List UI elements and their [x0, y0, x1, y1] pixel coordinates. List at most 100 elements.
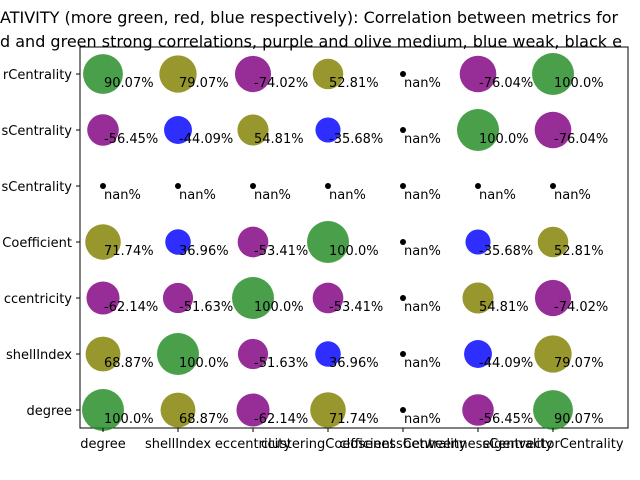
value-label-clusteringCoefficient-eigenvectorCentrality: 52.81%	[329, 76, 379, 91]
value-label-betweennessCentrality-eigenvectorCentrality: -76.04%	[479, 76, 533, 91]
x-tick-label: eigenvectorCentrality	[482, 437, 623, 452]
x-tick-label: betweennessCentrality	[403, 437, 553, 452]
bubble-shellIndex-degree	[160, 392, 196, 428]
value-label-closenessCentrality-betweennessCentrality: nan%	[404, 132, 441, 147]
bubble-closenessCentrality-degree	[400, 407, 406, 413]
value-label-closenessCentrality-closenessCentrality: nan%	[404, 188, 441, 203]
value-label-degree-closenessCentrality: nan%	[104, 188, 141, 203]
bubble-betweennessCentrality-shellIndex	[464, 340, 492, 368]
bubble-eigenvectorCentrality-shellIndex	[534, 335, 572, 373]
y-tick-label: Coefficient	[2, 236, 72, 251]
x-tick-label: closenessCentrality	[339, 437, 466, 452]
bubble-closenessCentrality-closenessCentrality	[400, 183, 406, 189]
bubble-degree-degree	[82, 389, 124, 431]
value-label-eccentricity-betweennessCentrality: 54.81%	[254, 132, 304, 147]
value-label-eigenvectorCentrality-closenessCentrality: nan%	[554, 188, 591, 203]
value-label-eigenvectorCentrality-clusteringCoefficient: 52.81%	[554, 244, 604, 259]
value-label-closenessCentrality-eigenvectorCentrality: nan%	[404, 76, 441, 91]
value-label-shellIndex-eigenvectorCentrality: 79.07%	[179, 76, 229, 91]
bubble-degree-eccentricity	[86, 281, 120, 315]
bubble-betweennessCentrality-closenessCentrality	[475, 183, 481, 189]
x-tick-label: eccentricity	[215, 437, 291, 452]
value-label-eigenvectorCentrality-betweennessCentrality: -76.04%	[554, 132, 608, 147]
y-tick-label: ccentricity	[4, 292, 72, 307]
value-label-eigenvectorCentrality-eccentricity: -74.02%	[554, 300, 608, 315]
y-tick-label: sCentrality	[1, 124, 72, 139]
y-tick-label: sCentrality	[1, 180, 72, 195]
bubble-degree-closenessCentrality	[100, 183, 106, 189]
value-label-eccentricity-eccentricity: 100.0%	[254, 300, 304, 315]
bubble-shellIndex-clusteringCoefficient	[165, 229, 191, 255]
bubble-shellIndex-eccentricity	[162, 282, 194, 314]
value-label-shellIndex-shellIndex: 100.0%	[179, 356, 229, 371]
value-label-betweennessCentrality-closenessCentrality: nan%	[479, 188, 516, 203]
bubble-clusteringCoefficient-betweennessCentrality	[315, 117, 341, 143]
bubble-eigenvectorCentrality-betweennessCentrality	[534, 111, 572, 149]
bubble-betweennessCentrality-degree	[462, 394, 494, 426]
value-label-eigenvectorCentrality-degree: 90.07%	[554, 412, 604, 427]
value-label-eigenvectorCentrality-eigenvectorCentrality: 100.0%	[554, 76, 604, 91]
bubble-shellIndex-eigenvectorCentrality	[159, 55, 197, 93]
value-label-closenessCentrality-eccentricity: nan%	[404, 300, 441, 315]
y-tick-label: shellIndex	[6, 348, 72, 363]
bubble-eccentricity-betweennessCentrality	[237, 114, 269, 146]
value-label-eigenvectorCentrality-shellIndex: 79.07%	[554, 356, 604, 371]
value-label-degree-degree: 100.0%	[104, 412, 154, 427]
bubble-betweennessCentrality-clusteringCoefficient	[465, 229, 491, 255]
bubble-closenessCentrality-betweennessCentrality	[400, 127, 406, 133]
y-tick-label: degree	[26, 404, 72, 419]
value-label-eccentricity-clusteringCoefficient: -53.41%	[254, 244, 308, 259]
value-label-eccentricity-eigenvectorCentrality: -74.02%	[254, 76, 308, 91]
value-label-degree-betweennessCentrality: -56.45%	[104, 132, 158, 147]
value-label-degree-eigenvectorCentrality: 90.07%	[104, 76, 154, 91]
bubble-clusteringCoefficient-clusteringCoefficient	[307, 221, 349, 263]
bubble-shellIndex-closenessCentrality	[175, 183, 181, 189]
bubble-closenessCentrality-clusteringCoefficient	[400, 239, 406, 245]
bubble-clusteringCoefficient-eigenvectorCentrality	[312, 58, 344, 90]
bubble-eccentricity-shellIndex	[237, 338, 269, 370]
value-label-shellIndex-degree: 68.87%	[179, 412, 229, 427]
bubble-degree-betweennessCentrality	[87, 114, 119, 146]
bubble-betweennessCentrality-eccentricity	[462, 282, 494, 314]
value-label-clusteringCoefficient-clusteringCoefficient: 100.0%	[329, 244, 379, 259]
value-label-betweennessCentrality-betweennessCentrality: 100.0%	[479, 132, 529, 147]
value-label-degree-eccentricity: -62.14%	[104, 300, 158, 315]
bubble-eccentricity-eigenvectorCentrality	[234, 55, 272, 93]
value-label-shellIndex-clusteringCoefficient: 36.96%	[179, 244, 229, 259]
value-label-closenessCentrality-degree: nan%	[404, 412, 441, 427]
bubble-degree-clusteringCoefficient	[85, 224, 121, 260]
bubble-betweennessCentrality-betweennessCentrality	[457, 109, 499, 151]
plot-area-frame	[79, 46, 629, 429]
bubble-eigenvectorCentrality-clusteringCoefficient	[537, 226, 569, 258]
value-label-clusteringCoefficient-closenessCentrality: nan%	[329, 188, 366, 203]
bubble-eigenvectorCentrality-degree	[533, 390, 573, 430]
value-label-betweennessCentrality-eccentricity: 54.81%	[479, 300, 529, 315]
bubble-degree-eigenvectorCentrality	[83, 54, 123, 94]
value-label-clusteringCoefficient-betweennessCentrality: -35.68%	[329, 132, 383, 147]
value-label-clusteringCoefficient-degree: 71.74%	[329, 412, 379, 427]
bubble-closenessCentrality-shellIndex	[400, 351, 406, 357]
x-tick-label: clusteringCoefficient	[261, 437, 395, 452]
bubble-closenessCentrality-eccentricity	[400, 295, 406, 301]
value-label-eccentricity-closenessCentrality: nan%	[254, 188, 291, 203]
y-tick-label: rCentrality	[3, 68, 72, 83]
x-tick-label: shellIndex	[145, 437, 211, 452]
value-label-clusteringCoefficient-eccentricity: -53.41%	[329, 300, 383, 315]
bubble-clusteringCoefficient-closenessCentrality	[325, 183, 331, 189]
value-label-closenessCentrality-clusteringCoefficient: nan%	[404, 244, 441, 259]
bubble-eigenvectorCentrality-eigenvectorCentrality	[532, 53, 574, 95]
chart-title-line-2: d and green strong correlations, purple …	[0, 32, 622, 51]
bubble-shellIndex-shellIndex	[157, 333, 199, 375]
bubble-degree-shellIndex	[85, 336, 121, 372]
bubble-eigenvectorCentrality-closenessCentrality	[550, 183, 556, 189]
bubble-closenessCentrality-eigenvectorCentrality	[400, 71, 406, 77]
value-label-eccentricity-shellIndex: -51.63%	[254, 356, 308, 371]
bubble-eccentricity-eccentricity	[232, 277, 274, 319]
value-label-shellIndex-eccentricity: -51.63%	[179, 300, 233, 315]
value-label-closenessCentrality-shellIndex: nan%	[404, 356, 441, 371]
value-label-degree-shellIndex: 68.87%	[104, 356, 154, 371]
value-label-betweennessCentrality-clusteringCoefficient: -35.68%	[479, 244, 533, 259]
value-label-shellIndex-betweennessCentrality: -44.09%	[179, 132, 233, 147]
bubble-betweennessCentrality-eigenvectorCentrality	[459, 55, 497, 93]
